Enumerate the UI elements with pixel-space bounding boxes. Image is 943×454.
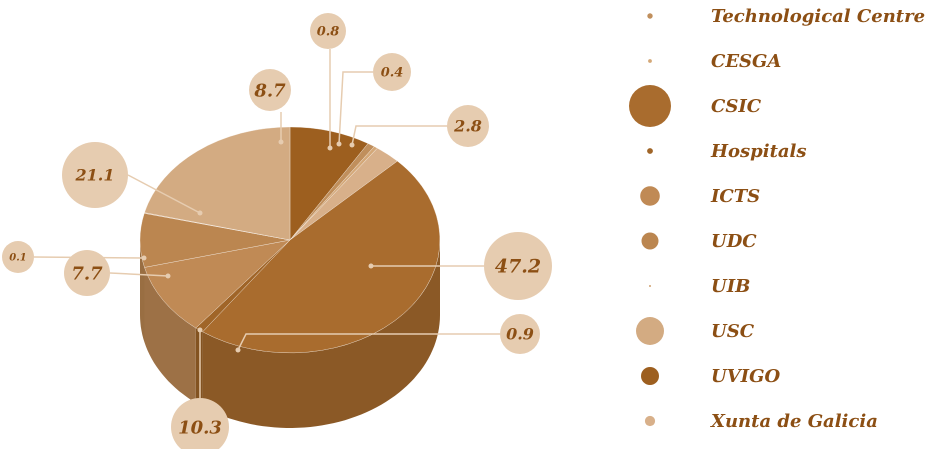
legend-marker-xunta-de-galicia [644,415,656,427]
value-label-xunta-de-galicia: 2.8 [453,117,482,136]
leader-dot-uib [141,255,147,261]
value-bubble-uvigo [249,69,291,111]
value-callouts: 0.8 0.4 47.2 0.9 10.3 7.7 0.1 21.1 8.7 2.8 [2,13,552,454]
leader-dot-csic [368,263,374,269]
pie-side [140,240,440,428]
legend-marker-icts [640,186,660,206]
legend-marker-usc [636,317,664,345]
pie-top [139,126,441,354]
legend-marker-uib [649,285,651,287]
legend-marker-hospitals [647,148,653,154]
leader-dot-uvigo [278,139,284,145]
legend-label-icts: ICTS [710,186,760,207]
value-label-cesga: 0.4 [381,66,404,81]
leader-dot-udc [165,273,171,279]
slice-icts [144,239,291,329]
value-label-uib: 0.1 [9,253,26,264]
legend-label-udc: UDC [711,231,757,252]
legend-marker-csic [629,85,671,127]
leader-dot-cesga [336,141,342,147]
legend-label-technological-centre: Technological Centre [711,6,925,27]
leader-line-hospitals [237,333,500,351]
legend-label-cesga: CESGA [711,51,781,72]
value-bubble-hospitals [500,314,540,354]
value-bubble-csic [484,232,552,300]
value-bubble-xunta-de-galicia [447,105,489,147]
value-label-technological-centre: 0.8 [317,25,340,40]
value-bubble-uib [2,241,34,273]
value-label-csic: 47.2 [495,256,541,278]
value-label-hospitals: 0.9 [506,325,534,344]
leader-line-cesga [338,71,373,145]
side-hospitals [195,328,203,407]
legend-marker-technological-centre [647,13,653,19]
leader-dot-usc [197,210,203,216]
value-label-icts: 10.3 [178,417,222,438]
legend-label-uvigo: UVIGO [711,366,780,387]
value-bubble-technological-centre [310,13,346,49]
slice-csic [202,160,441,354]
legend-label-xunta-de-galicia: Xunta de Galicia [710,411,878,432]
legend-label-uib: UIB [711,276,750,297]
value-label-usc: 21.1 [75,166,115,185]
value-bubble-usc [62,142,128,208]
value-bubble-cesga [373,53,411,91]
leader-dot-hospitals [235,347,241,353]
legend-label-csic: CSIC [711,96,762,117]
value-bubble-udc [64,250,110,296]
leader-dot-technological-centre [327,145,333,151]
side-icts [144,267,196,403]
legend-label-usc: USC [711,321,755,342]
value-label-uvigo: 8.7 [253,80,286,101]
leader-dot-xunta-de-galicia [349,142,355,148]
side-udc [140,240,145,343]
legend-marker-uvigo [641,367,659,385]
side-csic [202,240,440,428]
leader-line-uib [33,256,145,259]
slice-usc [144,126,291,241]
leader-line-usc [127,174,201,214]
leader-dot-icts [197,327,203,333]
legend: Technological Centre CESGA CSIC Hospitals IC… [629,6,925,432]
value-bubble-icts [171,398,229,454]
legend-label-hospitals: Hospitals [710,141,807,162]
leader-line-udc [109,272,169,277]
leader-line-xunta-de-galicia [351,125,447,146]
legend-marker-udc [641,232,659,250]
legend-marker-cesga [648,59,652,63]
value-label-udc: 7.7 [71,263,103,284]
